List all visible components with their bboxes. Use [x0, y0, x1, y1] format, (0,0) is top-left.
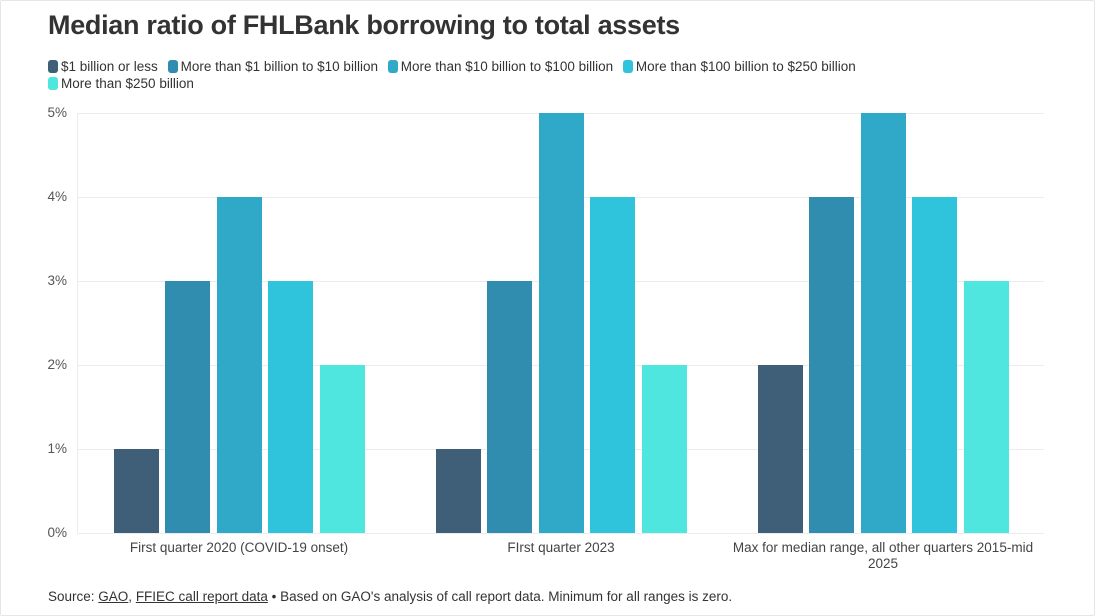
bar[interactable] [963, 281, 1009, 533]
bar[interactable] [216, 197, 262, 533]
bar[interactable] [113, 449, 159, 533]
bar[interactable] [487, 281, 532, 533]
y-axis-line [77, 113, 78, 533]
legend-item-100b-to-250b[interactable]: More than $100 billion to $250 billion [622, 58, 856, 75]
y-tick-label: 1% [47, 441, 67, 456]
legend-item-over-250b[interactable]: More than $250 billion [48, 75, 194, 92]
bar[interactable] [319, 365, 365, 533]
legend-swatch-icon [622, 60, 633, 73]
bar[interactable] [860, 113, 906, 533]
bar[interactable] [590, 197, 635, 533]
x-category-label: Max for median range, all other quarters… [732, 540, 1034, 571]
chart-title: Median ratio of FHLBank borrowing to tot… [48, 10, 680, 40]
bar[interactable] [268, 281, 313, 533]
bar[interactable] [538, 113, 584, 533]
bar[interactable] [757, 365, 803, 533]
legend-item-1b-to-10b[interactable]: More than $1 billion to $10 billion [167, 58, 378, 75]
y-tick-label: 3% [47, 273, 67, 288]
bar[interactable] [435, 449, 481, 533]
y-tick-label: 0% [47, 525, 67, 540]
legend-swatch-icon [48, 77, 58, 90]
bar[interactable] [165, 281, 210, 533]
source-footer: Source: GAO, FFIEC call report data • Ba… [48, 589, 733, 604]
legend-swatch-icon [167, 60, 178, 73]
bar[interactable] [809, 197, 854, 533]
legend-swatch-icon [48, 60, 58, 73]
y-tick-label: 2% [47, 357, 67, 372]
legend: $1 billion or less More than $1 billion … [48, 58, 1048, 92]
y-tick-label: 4% [47, 189, 67, 204]
bar[interactable] [912, 197, 957, 533]
x-category-label: First quarter 2020 (COVID-19 onset) [129, 540, 349, 555]
legend-swatch-icon [387, 60, 398, 73]
gridline [77, 533, 1044, 534]
source-link-ffiec[interactable]: FFIEC call report data [135, 589, 268, 604]
source-link-gao[interactable]: GAO [98, 589, 129, 604]
legend-item-1b-or-less[interactable]: $1 billion or less [48, 58, 158, 75]
legend-item-10b-to-100b[interactable]: More than $10 billion to $100 billion [387, 58, 613, 75]
bar[interactable] [641, 365, 687, 533]
x-category-label: FIrst quarter 2023 [507, 540, 615, 555]
y-tick-label: 5% [47, 105, 67, 120]
